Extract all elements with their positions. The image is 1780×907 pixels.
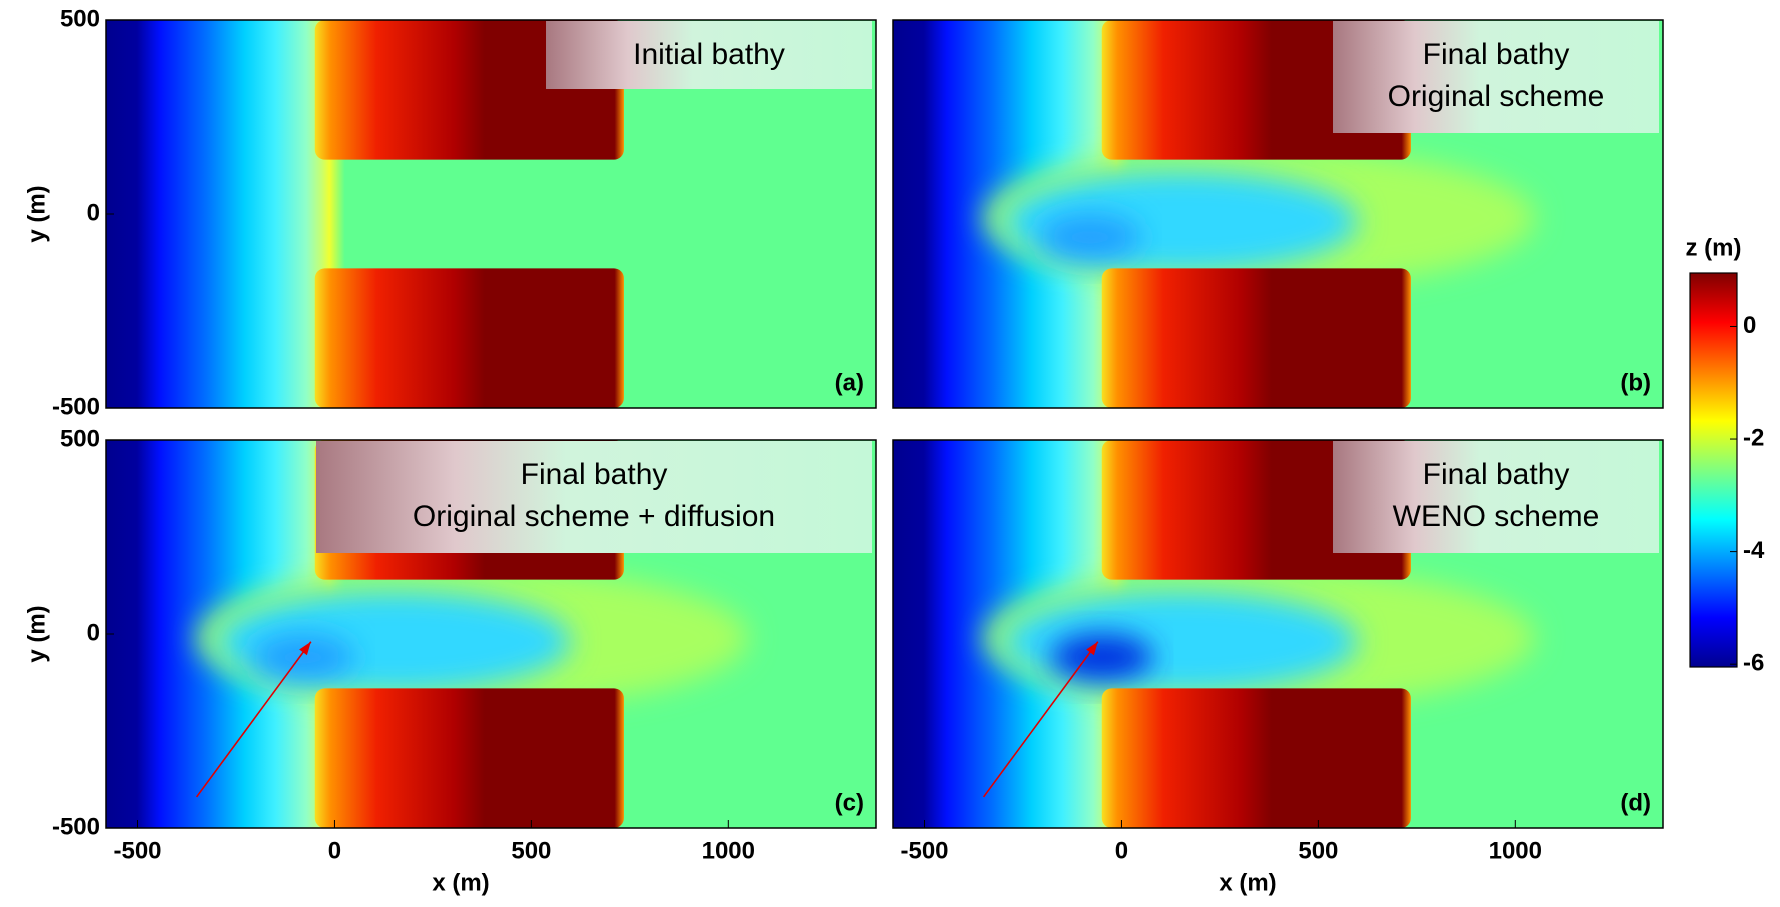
x-tick-label: 1000 [702, 837, 755, 864]
bathymetry-field [893, 20, 1663, 408]
y-tick-label: 0 [87, 199, 100, 226]
arrow-head [1086, 641, 1098, 656]
colorbar-label: z (m) [1686, 234, 1742, 261]
annotation-text: Original scheme + diffusion [413, 500, 775, 533]
x-axis-label: x (m) [1219, 869, 1276, 896]
scour-hole [1050, 634, 1153, 681]
channel-scour [1003, 591, 1358, 693]
y-tick-label: -500 [52, 393, 100, 420]
y-axis-label: y (m) [23, 185, 50, 242]
y-axis-label: y (m) [23, 605, 50, 662]
y-tick-label: 0 [87, 619, 100, 646]
panel-frame [892, 19, 1664, 409]
annotation-box [1333, 21, 1659, 133]
annotation-box [316, 441, 872, 553]
panel: Final bathy Original scheme (b) [892, 19, 1664, 409]
bathymetry-field [893, 440, 1663, 828]
annotation-text: Initial bathy [633, 38, 785, 71]
colorbar-tick-label: -4 [1743, 537, 1765, 564]
annotation-text: Final bathy [1423, 38, 1570, 71]
colorbar-tick-label: 0 [1743, 312, 1756, 339]
panel: Final bathy WENO scheme (d) -500 0 500 1000 x (… [892, 439, 1664, 896]
sand-bar [314, 268, 624, 408]
annotation-text: Final bathy [1423, 458, 1570, 491]
y-tick-label: -500 [52, 813, 100, 840]
arrow-head [299, 641, 311, 656]
colorbar-tick-label: -2 [1743, 424, 1764, 451]
arrow-shaft [982, 641, 1099, 798]
annotation-box [546, 21, 872, 89]
x-tick-label: -500 [900, 837, 948, 864]
panel-label: (a) [835, 369, 864, 396]
sand-bar [1101, 688, 1411, 828]
panel: Initial bathy (a) -500 0 500 y (m) [23, 5, 877, 420]
annotation-box [1333, 441, 1659, 553]
x-tick-label: -500 [113, 837, 161, 864]
y-tick-label: 500 [60, 425, 100, 452]
colorbar: z (m) -6 -4 -2 0 [1686, 234, 1765, 676]
x-tick-label: 1000 [1489, 837, 1542, 864]
panel-label: (c) [835, 789, 864, 816]
x-tick-label: 0 [1115, 837, 1128, 864]
scour-hole [1038, 214, 1142, 261]
panel-label: (b) [1620, 369, 1651, 396]
sand-bar [314, 688, 624, 828]
annotation-text: Original scheme [1388, 80, 1605, 113]
x-axis-label: x (m) [432, 869, 489, 896]
annotation-text: Final bathy [521, 458, 668, 491]
x-tick-label: 500 [511, 837, 551, 864]
panel-frame [892, 439, 1664, 829]
x-tick-label: 0 [328, 837, 341, 864]
colorbar-tick-label: -6 [1743, 650, 1764, 677]
y-tick-label: 500 [60, 5, 100, 32]
colorbar-gradient [1689, 272, 1738, 668]
scour-hole [251, 634, 355, 681]
annotation-text: WENO scheme [1393, 500, 1600, 533]
x-tick-label: 500 [1298, 837, 1338, 864]
panel-label: (d) [1620, 789, 1651, 816]
arrow-shaft [195, 641, 312, 798]
panel: Final bathy Original scheme + diffusion (c… [23, 425, 877, 896]
sand-bar [1101, 268, 1411, 408]
